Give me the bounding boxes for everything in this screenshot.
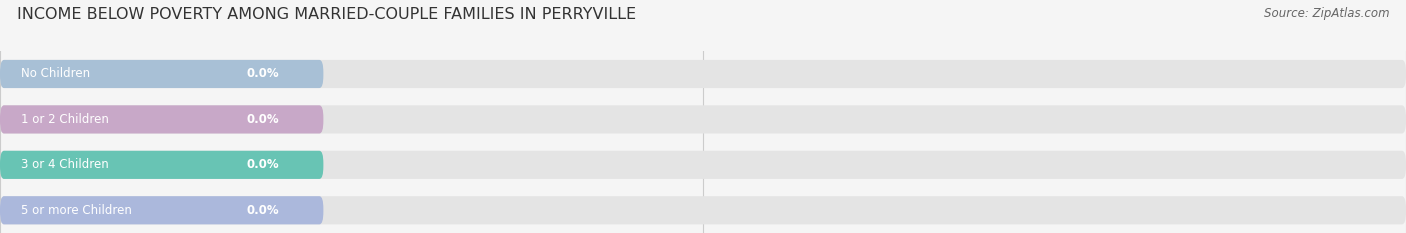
Text: 0.0%: 0.0%	[246, 68, 278, 80]
FancyBboxPatch shape	[0, 151, 323, 179]
Text: 3 or 4 Children: 3 or 4 Children	[21, 158, 108, 171]
FancyBboxPatch shape	[0, 196, 1406, 224]
Text: 0.0%: 0.0%	[246, 204, 278, 217]
FancyBboxPatch shape	[0, 151, 1406, 179]
Text: INCOME BELOW POVERTY AMONG MARRIED-COUPLE FAMILIES IN PERRYVILLE: INCOME BELOW POVERTY AMONG MARRIED-COUPL…	[17, 7, 636, 22]
FancyBboxPatch shape	[0, 196, 323, 224]
Text: Source: ZipAtlas.com: Source: ZipAtlas.com	[1264, 7, 1389, 20]
Text: 0.0%: 0.0%	[246, 113, 278, 126]
Text: 0.0%: 0.0%	[246, 158, 278, 171]
Text: No Children: No Children	[21, 68, 90, 80]
Text: 1 or 2 Children: 1 or 2 Children	[21, 113, 110, 126]
Text: 5 or more Children: 5 or more Children	[21, 204, 132, 217]
FancyBboxPatch shape	[0, 105, 323, 134]
FancyBboxPatch shape	[0, 105, 1406, 134]
FancyBboxPatch shape	[0, 60, 1406, 88]
FancyBboxPatch shape	[0, 60, 323, 88]
